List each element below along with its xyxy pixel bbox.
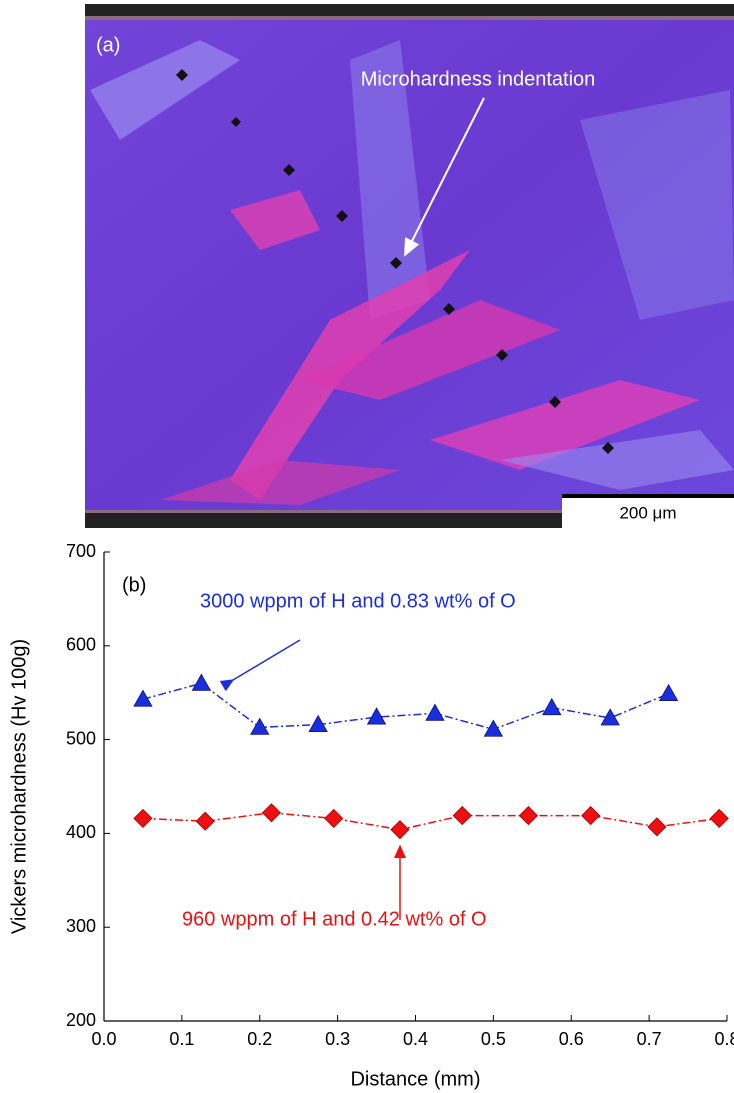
panel-label: (a) [96, 34, 120, 56]
marker [308, 714, 328, 732]
marker [483, 719, 504, 737]
panel-label: (b) [122, 574, 146, 596]
marker [195, 811, 215, 831]
series-line [142, 812, 720, 831]
marker [452, 806, 472, 826]
y-tick-label: 200 [66, 1010, 96, 1030]
series-line [142, 682, 669, 731]
marker [261, 803, 281, 823]
marker [647, 817, 667, 837]
x-tick-label: 0.5 [481, 1029, 506, 1049]
marker [133, 689, 153, 707]
y-tick-label: 700 [66, 541, 96, 561]
x-tick-label: 0.7 [637, 1029, 662, 1049]
chart [219, 639, 406, 920]
y-tick-label: 600 [66, 635, 96, 655]
x-axis-label: Distance (mm) [350, 1068, 480, 1090]
arrow [219, 639, 301, 692]
x-tick-label: 0.6 [559, 1029, 584, 1049]
x-tick-label: 0.3 [325, 1029, 350, 1049]
y-tick-label: 400 [66, 822, 96, 842]
marker [518, 806, 538, 826]
scale-bar-label: 200 μm [619, 503, 676, 522]
marker [542, 697, 562, 716]
y-tick-label: 300 [66, 916, 96, 936]
x-tick-label: 0.0 [91, 1029, 116, 1049]
marker [390, 820, 410, 840]
series-label: 960 wppm of H and 0.42 wt% of O [182, 908, 487, 930]
marker [581, 806, 601, 826]
marker [366, 707, 387, 725]
marker [191, 673, 212, 691]
marker [425, 703, 445, 721]
marker [250, 717, 270, 735]
marker [324, 808, 344, 828]
marker [600, 708, 620, 726]
y-axis-label: Vickers microhardness (Hv 100g) [8, 639, 30, 934]
micrograph [85, 4, 734, 528]
x-tick-label: 0.4 [403, 1029, 428, 1049]
x-tick-label: 0.1 [169, 1029, 194, 1049]
x-tick-label: 0.8 [714, 1029, 734, 1049]
annotation: Microhardness indentation [361, 68, 596, 90]
x-tick-label: 0.2 [247, 1029, 272, 1049]
marker [658, 683, 679, 702]
y-tick-label: 500 [66, 728, 96, 748]
series-label: 3000 wppm of H and 0.83 wt% of O [200, 590, 516, 612]
marker [133, 808, 153, 828]
marker [709, 808, 729, 828]
